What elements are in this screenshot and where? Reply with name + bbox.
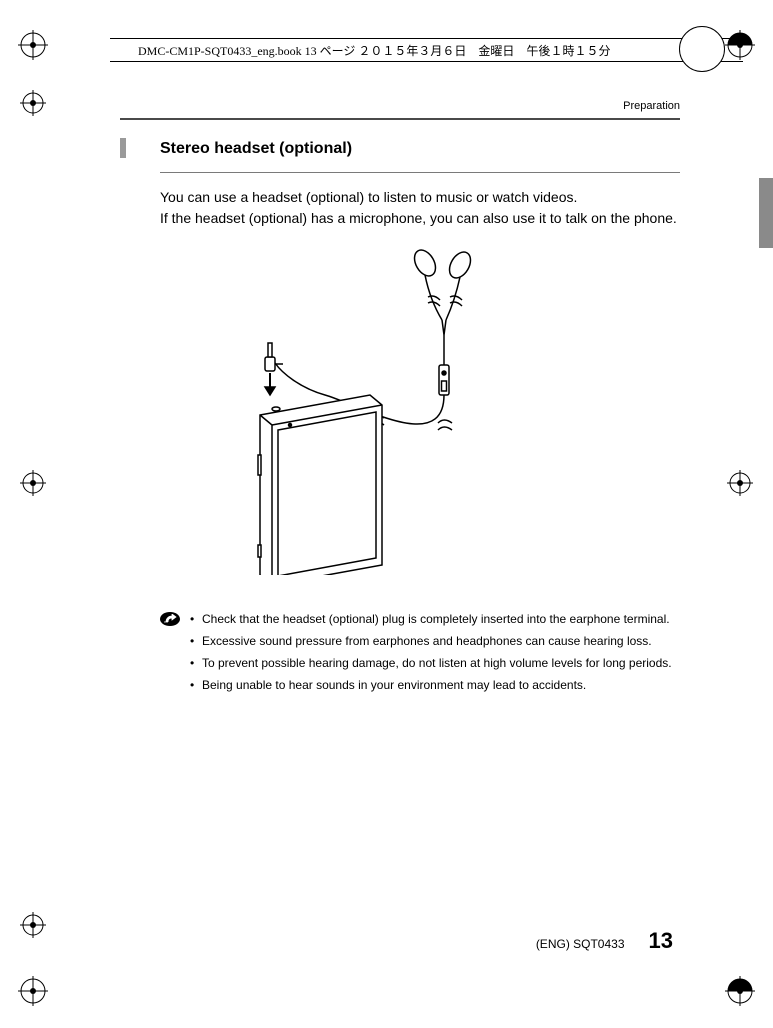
footer-doc-code: (ENG) SQT0433 [536, 937, 625, 951]
headset-illustration [220, 245, 680, 580]
crop-mark-bl [18, 976, 48, 1006]
heading-underline [160, 172, 680, 173]
body-paragraph: You can use a headset (optional) to list… [160, 187, 680, 229]
crop-mark-tl [18, 30, 48, 60]
body-line-1: You can use a headset (optional) to list… [160, 189, 577, 205]
note-item: To prevent possible hearing damage, do n… [190, 654, 672, 672]
note-item: Excessive sound pressure from earphones … [190, 632, 672, 650]
header-stamp-text: DMC-CM1P-SQT0433_eng.book 13 ページ ２０１５年３月… [138, 42, 610, 59]
note-item: Check that the headset (optional) plug i… [190, 610, 672, 628]
header-circle-overlay [679, 26, 725, 72]
reg-mark-left-top [20, 90, 46, 116]
note-item: Being unable to hear sounds in your envi… [190, 676, 672, 694]
crop-mark-br [725, 976, 755, 1006]
page-content: Preparation Stereo headset (optional) Yo… [120, 100, 680, 698]
heading-row: Stereo headset (optional) [120, 138, 680, 158]
reg-mark-left-bottom [20, 912, 46, 938]
heading-accent-bar [120, 138, 126, 158]
top-rule [120, 118, 680, 120]
body-line-2: If the headset (optional) has a micropho… [160, 210, 677, 226]
page-footer: (ENG) SQT0433 13 [536, 928, 673, 954]
notes-list: Check that the headset (optional) plug i… [190, 610, 672, 698]
reg-mark-left-mid [20, 470, 46, 496]
footer-page-number: 13 [649, 928, 673, 954]
reg-mark-right-mid [727, 470, 753, 496]
side-tab [759, 178, 773, 248]
notes-block: Check that the headset (optional) plug i… [160, 610, 680, 698]
header-stamp-bar: DMC-CM1P-SQT0433_eng.book 13 ページ ２０１５年３月… [110, 38, 743, 62]
note-icon [160, 612, 180, 626]
section-label: Preparation [120, 100, 680, 112]
page-heading: Stereo headset (optional) [160, 138, 352, 158]
